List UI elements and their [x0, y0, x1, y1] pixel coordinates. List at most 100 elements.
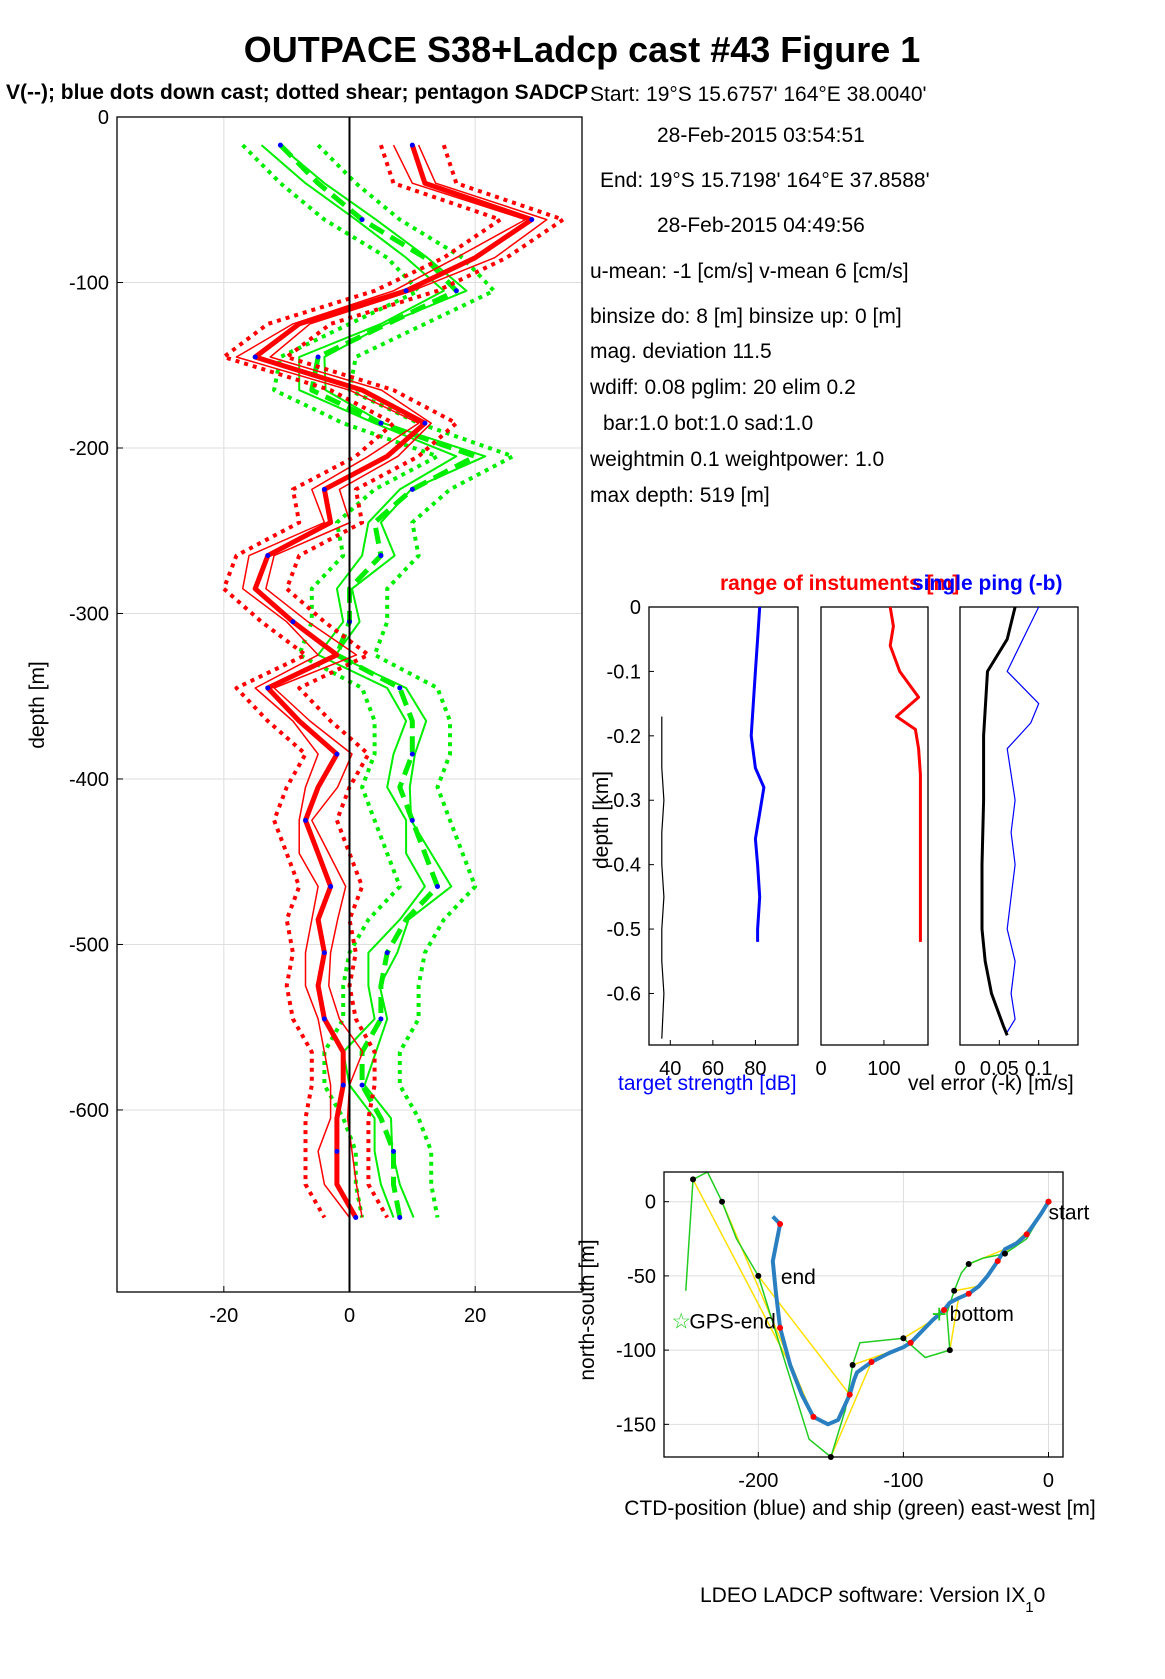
info-line-8: bar:1.0 bot:1.0 sad:1.0 [603, 412, 813, 435]
u-profile-thin-2 [265, 144, 548, 1218]
u-downcast-dot [321, 950, 327, 956]
ctd-position-dot [907, 1339, 914, 1346]
diag-x-tick-label: 0 [815, 1058, 826, 1080]
bottom-label: bottom [950, 1303, 1014, 1326]
diag-x-tick-label: 40 [659, 1058, 681, 1080]
u-downcast-dot [265, 553, 271, 559]
diag-x-tick-label: 60 [702, 1058, 724, 1080]
track-x-tick-label: -100 [883, 1470, 923, 1492]
single-ping-line [1006, 606, 1040, 1033]
diag-title-range: range of instuments [m] [720, 572, 959, 595]
u-downcast-dot [409, 142, 415, 148]
v-downcast-dot [378, 1016, 384, 1022]
diag-y-tick-label: -0.3 [607, 790, 641, 812]
diag-title-single-ping: single ping (-b) [912, 572, 1062, 595]
y-tick-label: -500 [69, 934, 109, 956]
info-line-10: max depth: 519 [m] [590, 484, 770, 507]
diag-y-tick-label: 0 [630, 597, 641, 619]
ctd-position-dot [777, 1324, 784, 1331]
u-downcast-dot [303, 817, 309, 823]
v-downcast-dot [277, 142, 283, 148]
info-line-9: weightmin 0.1 weightpower: 1.0 [589, 448, 884, 471]
info-line-4: u-mean: -1 [cm/s] v-mean 6 [cm/s] [590, 260, 909, 283]
v-downcast-dot [359, 217, 365, 223]
v-profile-mean [278, 143, 478, 1218]
ctd-position-dot [777, 1220, 784, 1227]
diag-y-tick-label: -0.4 [607, 855, 641, 877]
track-axes-box [663, 1171, 1064, 1458]
y-tick-label: 0 [98, 107, 109, 129]
diag-x-tick-label: 0 [954, 1058, 965, 1080]
v-shear-upper [241, 143, 440, 1218]
y-tick-label: -600 [69, 1100, 109, 1122]
ship-ctd-link [830, 1361, 873, 1458]
v-downcast-dot [409, 486, 415, 492]
ctd-position-dot [994, 1258, 1001, 1265]
y-axis-label: depth [m] [26, 661, 49, 749]
ctd-position-dot [965, 1290, 972, 1297]
v-profile-thin-1 [260, 144, 458, 1218]
info-line-5: binsize do: 8 [m] binsize up: 0 [m] [590, 305, 902, 328]
software-version-text: LDEO LADCP software: Version IX [700, 1584, 1025, 1607]
u-downcast-dot [321, 486, 327, 492]
gps-end-star-icon: ☆ [671, 1308, 691, 1333]
ctd-position-dot [810, 1413, 817, 1420]
u-shear-upper [221, 144, 503, 1219]
ctd-position-dot [941, 1307, 948, 1314]
info-line-7: wdiff: 0.08 pglim: 20 elim 0.2 [589, 376, 856, 399]
diag-x-label-vel-error: vel error (-k) [m/s] [908, 1072, 1074, 1095]
track-x-tick-label: -200 [738, 1470, 778, 1492]
u-downcast-dot [353, 1215, 359, 1221]
ship-position-dot [946, 1347, 953, 1354]
track-y-tick-label: -150 [616, 1414, 656, 1436]
track-y-tick-label: -100 [616, 1340, 656, 1362]
ship-position-dot [900, 1335, 907, 1342]
u-downcast-dot [290, 619, 296, 625]
bottom-marker-icon: + [932, 1299, 947, 1329]
position-track-plot: ☆GPS-end + bottom end start -200 -100 0 0 -50 -100… [576, 1171, 1096, 1520]
y-tick-label: -100 [69, 272, 109, 294]
y-tick-label: -200 [69, 438, 109, 460]
v-downcast-dot [378, 420, 384, 426]
diag-panel-box-1 [820, 606, 929, 1046]
ctd-position-dot [846, 1391, 853, 1398]
ship-position-dot [755, 1272, 762, 1279]
end-label: end [781, 1266, 816, 1289]
ship-ctd-link [949, 1298, 960, 1351]
ship-position-dot [719, 1198, 726, 1205]
track-x-axis-label: CTD-position (blue) and ship (green) eas… [624, 1497, 1096, 1520]
target-strength-line [749, 606, 766, 942]
v-profile-thin-2 [278, 144, 487, 1218]
v-downcast-dot [384, 950, 390, 956]
u-downcast-dot [422, 420, 428, 426]
v-downcast-dot [434, 884, 440, 890]
diag-y-tick-label: -0.6 [607, 983, 641, 1005]
v-downcast-dot [378, 553, 384, 559]
v-downcast-dot [315, 354, 321, 360]
v-downcast-dot [453, 288, 459, 294]
u-downcast-dot [340, 1082, 346, 1088]
info-line-3: 28-Feb-2015 04:49:56 [657, 214, 865, 237]
v-downcast-dot [409, 817, 415, 823]
u-downcast-dot [265, 685, 271, 691]
diag-y-tick-label: -0.5 [607, 919, 641, 941]
u-downcast-dot [252, 354, 258, 360]
diag-y-tick-label: -0.1 [607, 661, 641, 683]
track-y-axis-label: north-south [m] [576, 1239, 599, 1380]
diag-x-label-target: target strength [dB] [618, 1072, 797, 1095]
ship-position-dot [965, 1261, 972, 1268]
info-line-1: 28-Feb-2015 03:54:51 [657, 124, 865, 147]
ctd-position-dot [1023, 1231, 1030, 1238]
u-downcast-dot [321, 1016, 327, 1022]
ctd-position-dot [868, 1359, 875, 1365]
u-downcast-dot [328, 884, 334, 890]
software-version-subscript: 1 [1025, 1599, 1033, 1616]
instrument-profile-line [661, 716, 665, 1039]
x-tick-label: -20 [209, 1305, 238, 1327]
u-downcast-dot [334, 1148, 340, 1154]
diagnostics-plot: 40 60 80 0 100 0 0.05 0.1 0 -0.1 -0.2 -0.3 -0.4 -0.5 -… [590, 572, 1079, 1095]
v-downcast-dot [359, 1082, 365, 1088]
diag-panel-box-2 [959, 606, 1079, 1046]
u-profile-thin-1 [235, 144, 527, 1218]
